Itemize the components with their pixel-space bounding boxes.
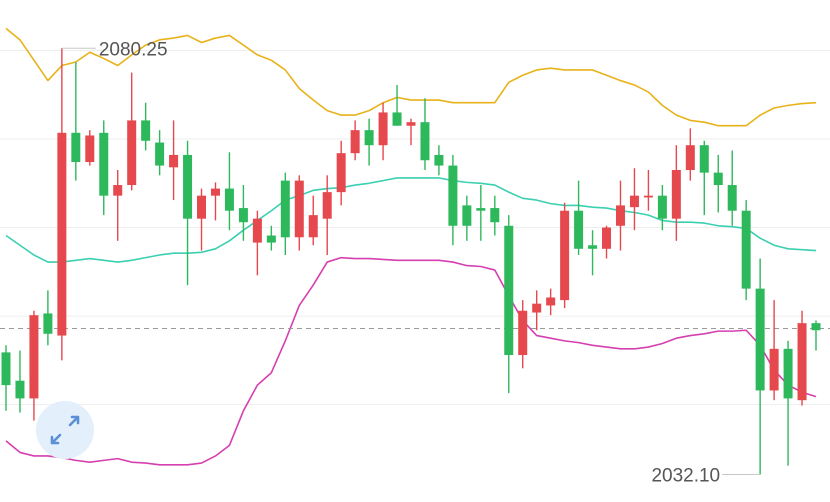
- expand-icon: [50, 415, 80, 445]
- candle-body: [57, 132, 67, 336]
- candle-body: [280, 180, 290, 238]
- candle-body: [727, 185, 737, 211]
- candle-body: [210, 188, 220, 196]
- candle-body: [141, 120, 151, 141]
- candle-body: [155, 142, 165, 166]
- candle-body: [85, 135, 95, 163]
- candle-body: [685, 145, 695, 170]
- candle-body: [783, 348, 793, 399]
- candle-body: [266, 235, 276, 243]
- candle-body: [392, 112, 402, 126]
- candle-body: [322, 192, 332, 219]
- candle-body: [43, 313, 53, 334]
- candle-body: [671, 169, 681, 219]
- candle-body: [518, 310, 528, 356]
- candle-body: [113, 185, 123, 196]
- candle-body: [797, 323, 807, 401]
- candle-body: [615, 205, 625, 226]
- candle-body: [448, 165, 458, 226]
- candle-body: [71, 132, 81, 163]
- candle-body: [643, 195, 653, 198]
- candle-body: [532, 303, 542, 313]
- candle-body: [378, 112, 388, 146]
- candle-body: [308, 215, 318, 238]
- expand-button[interactable]: [36, 401, 94, 459]
- candle-body: [462, 205, 472, 226]
- candle-body: [406, 122, 416, 126]
- candle-body: [99, 132, 109, 196]
- candle-body: [350, 130, 360, 154]
- candle-body: [364, 130, 374, 146]
- candle-body: [224, 188, 234, 211]
- expand-button-bg[interactable]: [36, 401, 94, 459]
- candle-body: [629, 195, 639, 208]
- candle-body: [560, 210, 570, 301]
- candle-body: [504, 225, 514, 356]
- candle-body: [15, 380, 25, 399]
- candle-body: [252, 218, 262, 243]
- candle-body: [336, 153, 346, 193]
- candle-body: [811, 323, 821, 331]
- candle-body: [127, 120, 137, 186]
- candle-body: [169, 154, 179, 168]
- candle-body: [657, 195, 667, 219]
- candle-body: [490, 208, 500, 223]
- candle-body: [741, 210, 751, 289]
- candle-body: [602, 227, 612, 249]
- expand-arrow: [50, 433, 62, 445]
- candle-body: [713, 172, 723, 186]
- candle-body: [29, 315, 39, 399]
- max-label: 2080.25: [99, 39, 168, 60]
- min-label: 2032.10: [651, 466, 720, 487]
- candle-body: [755, 288, 765, 391]
- candle-body: [699, 145, 709, 173]
- band-line: [5, 27, 817, 127]
- candle-body: [420, 122, 430, 161]
- candle-body: [434, 154, 444, 166]
- candle-body: [183, 154, 193, 219]
- expand-arrow: [68, 415, 80, 427]
- candle-body: [574, 210, 584, 249]
- candle-body: [294, 180, 304, 238]
- candle-body: [197, 195, 207, 219]
- candle-body: [769, 348, 779, 391]
- candle-body: [588, 245, 598, 249]
- candle-body: [546, 297, 556, 306]
- candle-body: [238, 208, 248, 223]
- candle-body: [476, 208, 486, 211]
- band-line: [5, 256, 817, 466]
- band-line: [5, 177, 817, 263]
- candle-body: [1, 352, 11, 386]
